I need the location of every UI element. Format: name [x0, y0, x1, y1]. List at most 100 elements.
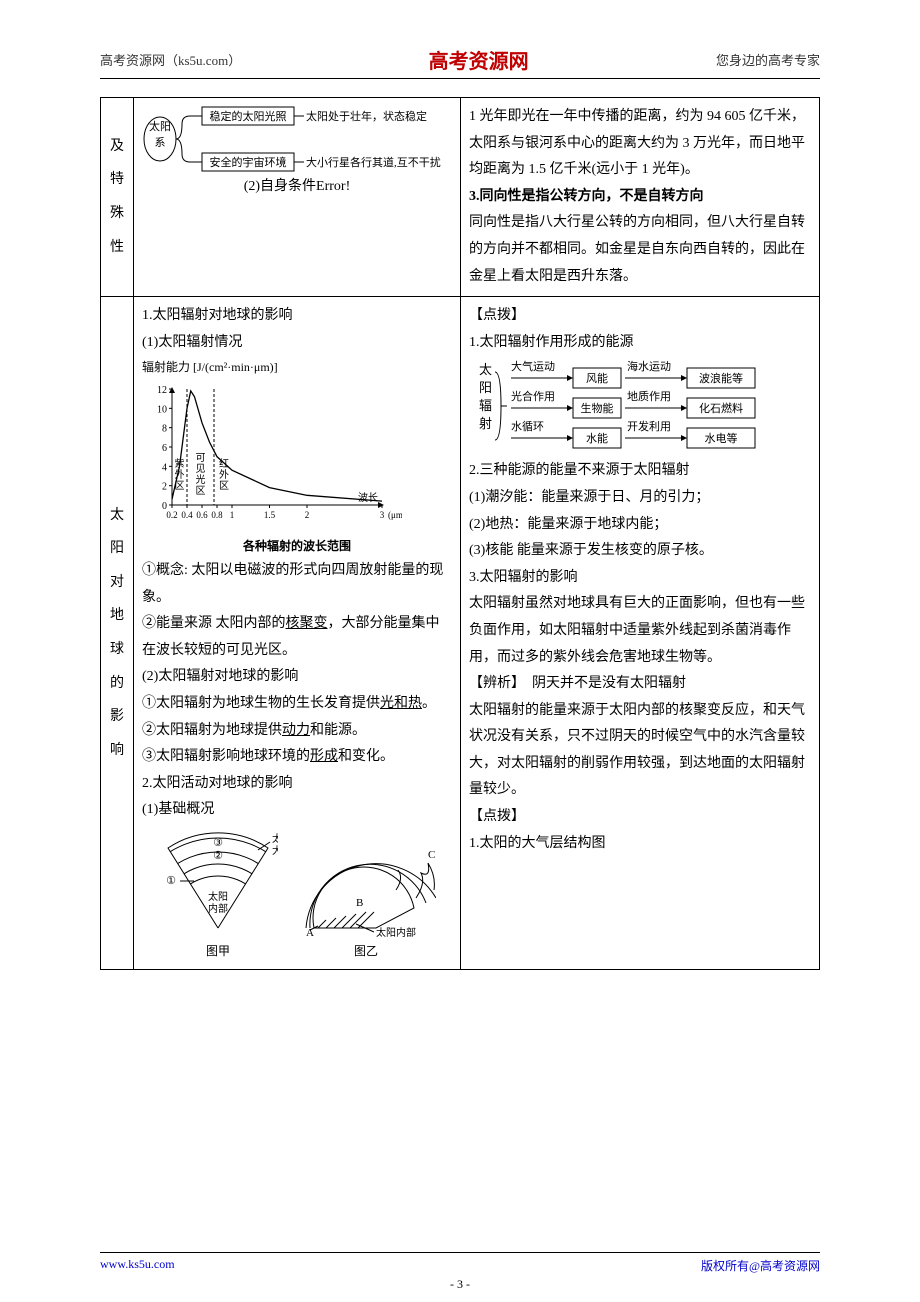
- svg-text:太: 太: [479, 362, 492, 377]
- row2-right: 【点拨】 1.太阳辐射作用形成的能源 太阳辐射大气运动风能海水运动波浪能等光合作…: [461, 297, 820, 970]
- text: ③太阳辐射影响地球环境的: [142, 749, 310, 764]
- svg-text:大气运动: 大气运动: [511, 359, 555, 373]
- text: ②太阳辐射为地球提供: [142, 723, 282, 738]
- content-table: 及 特 殊 性 太阳 系 稳定的太阳光: [100, 97, 820, 970]
- svg-text:射: 射: [479, 416, 492, 431]
- mid-b3: ③太阳辐射影响地球环境的形成和变化。: [142, 744, 452, 771]
- svg-text:区: 区: [196, 485, 206, 497]
- svg-text:8: 8: [162, 424, 167, 435]
- svg-text:B: B: [356, 897, 363, 909]
- svg-text:波浪能等: 波浪能等: [699, 371, 743, 385]
- mid-h2: 2.太阳活动对地球的影响: [142, 771, 452, 798]
- row1-right: 1 光年即光在一年中传播的距离，约为 94 605 亿千米，太阳系与银河系中心的…: [461, 98, 820, 297]
- mid-gainian: ①概念: 太阳以电磁波的形式向四周放射能量的现象。: [142, 558, 452, 611]
- svg-text:太阳: 太阳: [149, 120, 171, 133]
- tree-diagram: 太阳 系 稳定的太阳光照 太阳处于壮年，状态稳定 安全的宇宙环境: [142, 104, 452, 174]
- svg-text:区: 区: [175, 480, 185, 492]
- radiation-chart: 0246810120.20.40.60.811.523波长(μm)紫外区可见光区…: [142, 383, 452, 533]
- text: 和变化。: [338, 749, 394, 764]
- bianxi-p: 太阳辐射的能量来源于太阳内部的核聚变反应，和天气状况没有关系，只不过阴天的时候空…: [469, 698, 811, 804]
- header-center: 高考资源网: [429, 45, 529, 74]
- footer-left: www.ks5u.com: [100, 1257, 175, 1274]
- page-footer: www.ks5u.com 版权所有@高考资源网: [100, 1252, 820, 1274]
- svg-text:可: 可: [196, 453, 206, 464]
- svg-text:开发利用: 开发利用: [627, 419, 671, 433]
- energy-flow-diagram: 太阳辐射 大气运动风能 海水运动波浪能等光合作用生物能地质作用化石燃料水循环水能 开发…: [469, 358, 811, 454]
- svg-text:生物能: 生物能: [581, 401, 614, 415]
- mid-h2a: (1)基础概况: [142, 797, 452, 824]
- svg-text:海水运动: 海水运动: [627, 359, 671, 373]
- sunB-caption: 图乙: [296, 940, 436, 963]
- svg-text:见: 见: [196, 463, 206, 475]
- right-h3: 3.太阳辐射的影响: [469, 565, 811, 592]
- svg-text:2: 2: [162, 482, 167, 493]
- label-char: 殊: [110, 206, 124, 221]
- svg-text:太阳: 太阳: [272, 832, 278, 845]
- svg-text:0.8: 0.8: [211, 510, 223, 520]
- svg-text:风能: 风能: [586, 371, 608, 385]
- header-left: 高考资源网（ks5u.com）: [100, 50, 241, 69]
- mid-nengliang: ②能量来源 太阳内部的核聚变，大部分能量集中在波长较短的可见光区。: [142, 611, 452, 664]
- text: ①概念: 太阳以电磁波的形式向四周放射能量的现象。: [142, 563, 443, 605]
- svg-text:水电等: 水电等: [705, 431, 738, 445]
- label-char: 影: [110, 709, 124, 724]
- label-char: 及: [110, 139, 124, 154]
- text: 。: [422, 696, 436, 711]
- table-row: 及 特 殊 性 太阳 系 稳定的太阳光: [101, 98, 820, 297]
- underline-text: 形成: [310, 749, 338, 764]
- label-char: 特: [110, 172, 124, 187]
- svg-text:太阳处于壮年，状态稳定: 太阳处于壮年，状态稳定: [306, 109, 427, 123]
- svg-text:化石燃料: 化石燃料: [699, 401, 743, 415]
- label-char: 地: [110, 608, 124, 623]
- tree-svg: 太阳 系 稳定的太阳光照 太阳处于壮年，状态稳定 安全的宇宙环境: [142, 104, 442, 174]
- svg-text:稳定的太阳光照: 稳定的太阳光照: [210, 109, 287, 123]
- label-char: 响: [110, 743, 124, 758]
- sun-diagram-B: A B C 太阳内部 图乙: [296, 828, 436, 963]
- row1-right-p1: 1 光年即光在一年中传播的距离，约为 94 605 亿千米，太阳系与银河系中心的…: [469, 104, 811, 184]
- text: 和能源。: [310, 723, 366, 738]
- right-p2c: (3)核能 能量来源于发生核变的原子核。: [469, 538, 811, 565]
- svg-text:红: 红: [219, 457, 229, 470]
- text: ②能量来源 太阳内部的: [142, 616, 286, 631]
- mid-h1b: (2)太阳辐射对地球的影响: [142, 664, 452, 691]
- svg-text:阳: 阳: [479, 380, 492, 395]
- dianbo2: 【点拨】: [469, 804, 811, 831]
- table-row: 太 阳 对 地 球 的 影 响 1.太阳辐射对地球的影响 (1)太阳辐射情况 辐…: [101, 297, 820, 970]
- row2-label: 太 阳 对 地 球 的 影 响: [101, 297, 134, 970]
- underline-text: 动力: [282, 723, 310, 738]
- svg-text:波长: 波长: [358, 491, 378, 504]
- svg-text:大小行星各行其道,互不干扰: 大小行星各行其道,互不干扰: [306, 155, 441, 169]
- svg-text:光合作用: 光合作用: [511, 389, 555, 403]
- svg-text:2: 2: [305, 510, 310, 520]
- chart-caption: 各种辐射的波长范围: [142, 535, 452, 558]
- svg-text:4: 4: [162, 462, 167, 473]
- svg-text:水循环: 水循环: [511, 420, 544, 433]
- mid-b2: ②太阳辐射为地球提供动力和能源。: [142, 718, 452, 745]
- page-number: - 3 -: [0, 1277, 920, 1292]
- row1-right-p3: 同向性是指八大行星公转的方向相同，但八大行星自转的方向并不都相同。如金星是自东向…: [469, 210, 811, 290]
- svg-text:水能: 水能: [586, 431, 608, 445]
- svg-text:12: 12: [157, 385, 167, 396]
- footer-right: 版权所有@高考资源网: [701, 1257, 820, 1274]
- sunA-caption: 图甲: [158, 940, 278, 963]
- svg-text:①: ①: [166, 875, 176, 887]
- radiation-svg: 0246810120.20.40.60.811.523波长(μm)紫外区可见光区…: [142, 383, 402, 533]
- row1-mid: 太阳 系 稳定的太阳光照 太阳处于壮年，状态稳定 安全的宇宙环境: [134, 98, 461, 297]
- svg-text:区: 区: [219, 480, 229, 492]
- svg-text:C: C: [428, 849, 435, 861]
- label-char: 的: [110, 676, 124, 691]
- page-header: 高考资源网（ks5u.com） 高考资源网 您身边的高考专家: [100, 45, 820, 79]
- svg-text:地质作用: 地质作用: [627, 390, 671, 403]
- header-right: 您身边的高考专家: [716, 50, 820, 69]
- row1-label: 及 特 殊 性: [101, 98, 134, 297]
- svg-text:辐: 辐: [479, 398, 492, 413]
- svg-text:1: 1: [230, 510, 235, 520]
- svg-text:0.2: 0.2: [166, 510, 177, 520]
- row1-mid-line2: (2)自身条件Error!: [142, 174, 452, 201]
- dianbo-title: 【点拨】: [469, 303, 811, 330]
- label-char: 对: [110, 575, 124, 590]
- label-char: 太: [110, 508, 124, 523]
- right-h2: 2.三种能源的能量不来源于太阳辐射: [469, 458, 811, 485]
- right-p2a: (1)潮汐能：能量来源于日、月的引力；: [469, 485, 811, 512]
- mid-h1: 1.太阳辐射对地球的影响: [142, 303, 452, 330]
